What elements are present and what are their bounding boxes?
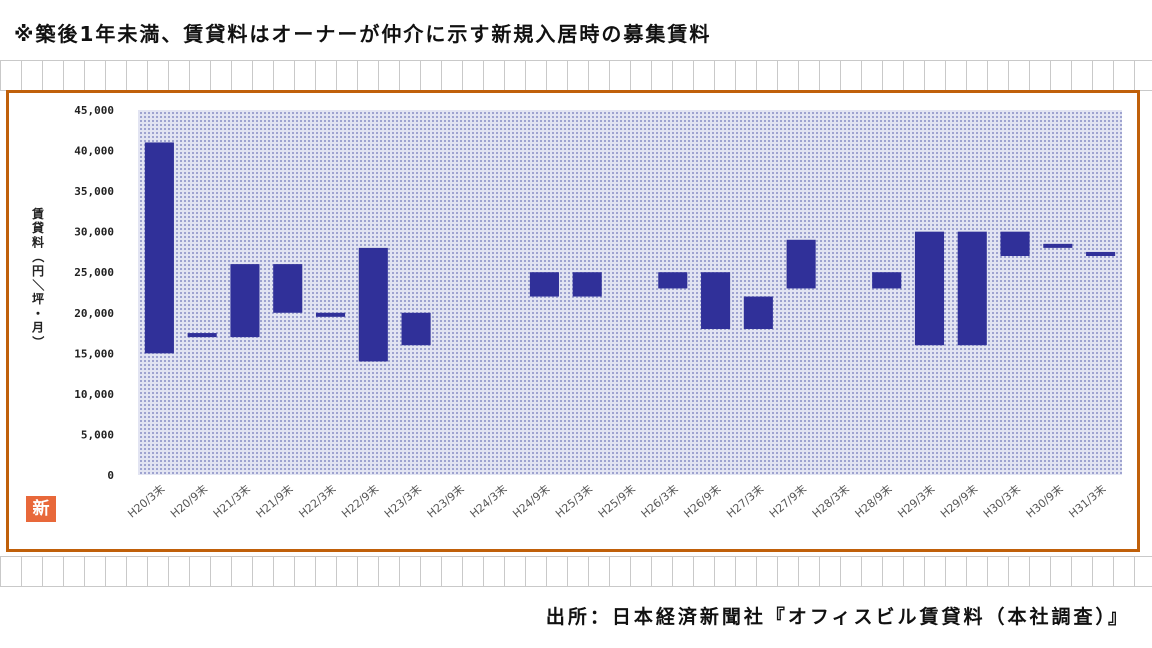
- bar-H26/9末: [701, 272, 731, 329]
- x-tick-label: H28/3末: [809, 482, 852, 521]
- x-axis-ticks: H20/3末 H20/9末 H21/3末 H21/9末 H22/3末 H22/9末 H23/…: [125, 482, 1109, 521]
- bar-H20/9末: [187, 333, 217, 338]
- x-tick-label: H20/3末: [125, 482, 168, 521]
- x-tick-label: H26/3末: [638, 482, 681, 521]
- bar-H27/3末: [743, 296, 773, 329]
- new-badge: 新: [26, 496, 56, 522]
- y-tick-label: 45,000: [74, 104, 114, 117]
- spreadsheet-grid-bottom: [0, 556, 1152, 587]
- y-tick-label: 20,000: [74, 307, 114, 320]
- x-tick-label: H20/9末: [167, 482, 210, 521]
- y-tick-label: 10,000: [74, 388, 114, 401]
- y-tick-label: 30,000: [74, 226, 114, 239]
- bar-H21/3末: [230, 264, 260, 338]
- x-tick-label: H21/3末: [210, 482, 253, 521]
- x-tick-label: H27/9末: [766, 482, 809, 521]
- y-axis-label-char: （: [31, 251, 46, 263]
- x-tick-label: H22/3末: [296, 482, 339, 521]
- bars: [144, 142, 1116, 362]
- y-axis-label-char: 賃: [31, 206, 44, 221]
- x-tick-label: H31/3末: [1066, 482, 1109, 521]
- y-axis-label-char: ・: [32, 306, 44, 320]
- y-tick-label: 40,000: [74, 145, 114, 158]
- x-tick-label: H30/3末: [980, 482, 1023, 521]
- y-axis-label: 賃貸料 （円／坪・月）: [31, 206, 46, 348]
- bar-H30/3末: [1000, 231, 1030, 256]
- x-tick-label: H24/9末: [510, 482, 553, 521]
- bar-H29/9末: [957, 231, 987, 346]
- chart-note: ※築後1年未満、賃貸料はオーナーが仲介に示す新規入居時の募集賃料: [14, 22, 712, 46]
- x-tick-label: H23/3末: [381, 482, 424, 521]
- x-tick-label: H26/9末: [681, 482, 724, 521]
- y-axis-label-char: 円: [32, 264, 44, 278]
- y-axis-label-char: 料: [32, 234, 44, 249]
- x-tick-label: H29/9末: [937, 482, 980, 521]
- x-tick-label: H23/9末: [424, 482, 467, 521]
- y-axis-label-char: 貸: [32, 220, 44, 235]
- bar-H29/3末: [914, 231, 945, 346]
- x-tick-label: H28/9末: [852, 482, 895, 521]
- bar-H31/3末: [1086, 251, 1116, 256]
- bar-H24/9末: [529, 272, 559, 297]
- y-tick-label: 5,000: [81, 428, 114, 441]
- bar-H25/3末: [572, 272, 602, 297]
- x-tick-label: H25/3末: [552, 482, 595, 521]
- x-tick-label: H25/9末: [595, 482, 638, 521]
- y-axis-label-char: 月: [31, 321, 44, 335]
- x-tick-label: H24/3末: [467, 482, 510, 521]
- bar-H20/3末: [144, 142, 174, 354]
- y-axis-label-char: 坪: [32, 292, 44, 306]
- x-tick-label: H27/3末: [724, 482, 767, 521]
- y-tick-label: 0: [107, 469, 114, 482]
- y-tick-label: 15,000: [74, 347, 114, 360]
- x-tick-label: H30/9末: [1023, 482, 1066, 521]
- bar-H27/9末: [786, 239, 816, 289]
- bar-H23/3末: [401, 312, 431, 346]
- bar-H22/3末: [315, 312, 346, 317]
- y-axis-label-char: ／: [31, 279, 46, 291]
- bar-H26/3末: [658, 272, 688, 289]
- bar-H30/9末: [1043, 243, 1073, 248]
- x-tick-label: H21/9末: [253, 482, 296, 521]
- bar-H21/9末: [273, 264, 303, 313]
- bar-H28/9末: [872, 272, 902, 289]
- source-text: 出所：日本経済新聞社『オフィスビル賃貸料（本社調査）』: [545, 606, 1130, 628]
- bar-H22/9末: [358, 247, 388, 362]
- y-axis-ticks: 0 5,000 10,000 15,000 20,000 25,000 30,000 35,0…: [74, 104, 114, 482]
- y-tick-label: 25,000: [74, 266, 114, 279]
- x-tick-label: H29/3末: [895, 482, 938, 521]
- y-axis-label-char: ）: [31, 336, 46, 348]
- x-tick-label: H22/9末: [339, 482, 382, 521]
- y-tick-label: 35,000: [74, 185, 114, 198]
